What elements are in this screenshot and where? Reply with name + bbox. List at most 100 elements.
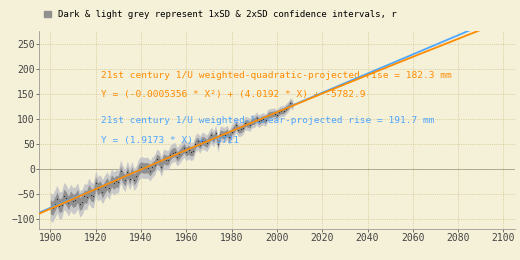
Point: [94, 187, 102, 191]
Point: [207, 133, 215, 137]
Point: [162, 158, 170, 162]
Point: [234, 127, 242, 132]
Point: [121, 178, 129, 182]
Point: [123, 170, 132, 174]
Point: [116, 169, 125, 173]
Point: [237, 127, 245, 131]
Point: [69, 199, 77, 203]
Point: [185, 148, 193, 152]
Point: [262, 118, 270, 122]
Point: [132, 174, 140, 178]
Point: [53, 197, 61, 201]
Point: [146, 169, 154, 173]
Point: [209, 137, 217, 141]
Point: [187, 150, 195, 154]
Point: [250, 119, 258, 124]
Point: [191, 142, 200, 146]
Point: [223, 131, 231, 135]
Point: [100, 185, 109, 189]
Point: [92, 181, 100, 185]
Point: [62, 196, 70, 200]
Point: [200, 139, 209, 144]
Point: [239, 126, 247, 130]
Point: [141, 166, 150, 170]
Text: Y = (-0.0005356 * X²) + (4.0192 * X) + -5782.9: Y = (-0.0005356 * X²) + (4.0192 * X) + -…: [101, 90, 366, 100]
Point: [153, 157, 161, 161]
Point: [272, 113, 281, 117]
Point: [46, 204, 55, 209]
Point: [55, 204, 63, 208]
Point: [241, 121, 249, 125]
Point: [214, 142, 222, 146]
Point: [110, 181, 118, 186]
Point: [259, 117, 267, 121]
Point: [150, 163, 159, 167]
Point: [89, 194, 98, 198]
Point: [189, 149, 197, 153]
Point: [264, 113, 272, 117]
Point: [107, 179, 115, 183]
Point: [212, 131, 220, 135]
Point: [193, 139, 202, 144]
Point: [105, 186, 113, 190]
Point: [196, 142, 204, 147]
Point: [128, 171, 136, 175]
Point: [148, 165, 157, 169]
Point: [175, 152, 184, 156]
Point: [144, 166, 152, 170]
Point: [58, 203, 66, 207]
Point: [64, 201, 73, 205]
Point: [164, 158, 172, 162]
Text: 21st century 1/U weighted-linear-projected rise = 191.7 mm: 21st century 1/U weighted-linear-project…: [101, 116, 434, 125]
Point: [266, 112, 274, 116]
Point: [135, 168, 143, 172]
Point: [257, 118, 265, 122]
Point: [130, 178, 138, 182]
Point: [60, 194, 68, 198]
Point: [75, 202, 84, 206]
Point: [282, 107, 290, 111]
Point: [277, 109, 285, 113]
Point: [112, 179, 120, 183]
Point: [114, 179, 122, 184]
Text: 21st century 1/U weighted-quadratic-projected rise = 182.3 mm: 21st century 1/U weighted-quadratic-proj…: [101, 71, 451, 80]
Point: [232, 123, 240, 127]
Point: [73, 194, 82, 198]
Point: [280, 109, 288, 113]
Point: [50, 202, 59, 206]
Point: [270, 112, 279, 116]
Point: [139, 166, 147, 170]
Point: [78, 200, 86, 204]
Point: [202, 141, 211, 146]
Point: [227, 129, 236, 134]
Point: [155, 159, 163, 163]
Point: [48, 206, 57, 210]
Point: [218, 133, 227, 137]
Point: [177, 149, 186, 153]
Point: [230, 127, 238, 131]
Point: [180, 146, 188, 150]
Legend: Dark & light grey represent 1xSD & 2xSD confidence intervals, r: Dark & light grey represent 1xSD & 2xSD …: [44, 10, 397, 19]
Point: [268, 112, 277, 116]
Point: [216, 132, 225, 136]
Point: [157, 165, 165, 169]
Point: [289, 103, 297, 107]
Point: [225, 135, 233, 139]
Point: [119, 175, 127, 179]
Point: [98, 190, 107, 194]
Point: [67, 196, 75, 200]
Point: [284, 105, 292, 109]
Point: [87, 193, 95, 197]
Point: [137, 165, 145, 169]
Point: [160, 157, 168, 161]
Point: [182, 150, 190, 154]
Point: [168, 151, 177, 155]
Point: [85, 188, 93, 193]
Point: [205, 138, 213, 142]
Point: [220, 133, 229, 137]
Point: [125, 177, 134, 181]
Point: [198, 138, 206, 142]
Point: [255, 119, 263, 124]
Point: [252, 116, 261, 120]
Point: [275, 110, 283, 114]
